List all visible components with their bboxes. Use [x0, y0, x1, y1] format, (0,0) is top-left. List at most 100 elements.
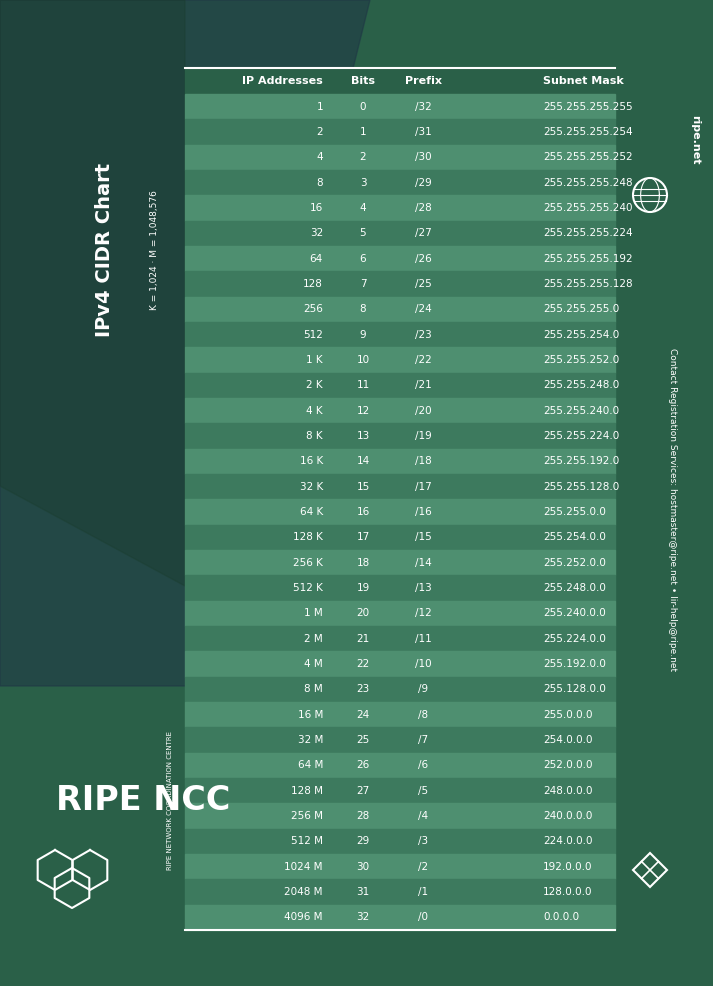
Text: 255.255.255.0: 255.255.255.0 [543, 305, 620, 315]
Text: 19: 19 [356, 583, 369, 593]
Text: 24: 24 [356, 710, 369, 720]
Text: /11: /11 [415, 634, 431, 644]
Text: 252.0.0.0: 252.0.0.0 [543, 760, 593, 770]
Bar [185, 195, 615, 221]
Text: 12: 12 [356, 405, 369, 416]
Bar [185, 347, 615, 373]
Text: 255.255.252.0: 255.255.252.0 [543, 355, 620, 365]
Bar [185, 145, 615, 170]
Text: /28: /28 [415, 203, 431, 213]
Text: 255.255.0.0: 255.255.0.0 [543, 507, 606, 517]
Text: 20: 20 [356, 608, 369, 618]
Bar [185, 525, 615, 550]
Bar [185, 373, 615, 398]
Text: IP Addresses: IP Addresses [242, 76, 323, 86]
Bar [185, 474, 615, 499]
Text: 32 M: 32 M [297, 735, 323, 745]
Text: 15: 15 [356, 482, 369, 492]
Text: 128: 128 [303, 279, 323, 289]
Text: 512 M: 512 M [291, 836, 323, 846]
Text: 255.255.255.224: 255.255.255.224 [543, 229, 632, 239]
Text: 16 K: 16 K [299, 457, 323, 466]
Text: /13: /13 [415, 583, 431, 593]
Text: /9: /9 [418, 684, 428, 694]
Text: 192.0.0.0: 192.0.0.0 [543, 862, 593, 872]
Text: /22: /22 [415, 355, 431, 365]
Text: /10: /10 [415, 659, 431, 669]
Text: /19: /19 [415, 431, 431, 441]
Text: 2 K: 2 K [307, 381, 323, 390]
Text: 255.248.0.0: 255.248.0.0 [543, 583, 606, 593]
Polygon shape [0, 0, 370, 686]
Text: /26: /26 [415, 253, 431, 263]
Text: /12: /12 [415, 608, 431, 618]
Bar [185, 68, 615, 94]
Bar [185, 499, 615, 525]
Text: 512: 512 [303, 329, 323, 339]
Text: /4: /4 [418, 811, 428, 821]
Bar [185, 778, 615, 804]
Text: 255.255.248.0: 255.255.248.0 [543, 381, 620, 390]
Text: /3: /3 [418, 836, 428, 846]
Text: 23: 23 [356, 684, 369, 694]
Text: 8 K: 8 K [307, 431, 323, 441]
Text: 254.0.0.0: 254.0.0.0 [543, 735, 593, 745]
Text: 128.0.0.0: 128.0.0.0 [543, 887, 593, 897]
Text: 8: 8 [359, 305, 366, 315]
Text: 22: 22 [356, 659, 369, 669]
Text: 255.0.0.0: 255.0.0.0 [543, 710, 593, 720]
Text: 64 K: 64 K [299, 507, 323, 517]
Text: 256: 256 [303, 305, 323, 315]
Text: /21: /21 [415, 381, 431, 390]
Text: /31: /31 [415, 127, 431, 137]
Text: 256 M: 256 M [291, 811, 323, 821]
Text: /32: /32 [415, 102, 431, 111]
Text: 32 K: 32 K [299, 482, 323, 492]
Text: RIPE NETWORK COORDINATION CENTRE: RIPE NETWORK COORDINATION CENTRE [167, 731, 173, 870]
Text: 128 M: 128 M [291, 786, 323, 796]
Text: 255.255.224.0: 255.255.224.0 [543, 431, 620, 441]
Text: /8: /8 [418, 710, 428, 720]
Text: /23: /23 [415, 329, 431, 339]
Text: 255.254.0.0: 255.254.0.0 [543, 532, 606, 542]
Text: /6: /6 [418, 760, 428, 770]
Text: 3: 3 [359, 177, 366, 187]
Text: /29: /29 [415, 177, 431, 187]
Text: 255.255.255.192: 255.255.255.192 [543, 253, 632, 263]
Text: 255.255.255.248: 255.255.255.248 [543, 177, 632, 187]
Text: 16 M: 16 M [297, 710, 323, 720]
Text: RIPE NCC: RIPE NCC [56, 784, 230, 816]
Text: 256 K: 256 K [293, 558, 323, 568]
Text: /2: /2 [418, 862, 428, 872]
Text: 255.224.0.0: 255.224.0.0 [543, 634, 606, 644]
Text: 255.255.255.128: 255.255.255.128 [543, 279, 632, 289]
Bar [185, 398, 615, 423]
Text: 512 K: 512 K [293, 583, 323, 593]
Text: /17: /17 [415, 482, 431, 492]
Text: Subnet Mask: Subnet Mask [543, 76, 624, 86]
Text: /16: /16 [415, 507, 431, 517]
Text: 27: 27 [356, 786, 369, 796]
Text: 255.255.255.240: 255.255.255.240 [543, 203, 632, 213]
Text: 0: 0 [360, 102, 366, 111]
Text: 4: 4 [317, 152, 323, 163]
Text: 7: 7 [359, 279, 366, 289]
Text: 4 M: 4 M [304, 659, 323, 669]
Text: 255.252.0.0: 255.252.0.0 [543, 558, 606, 568]
Text: 8: 8 [317, 177, 323, 187]
Text: 28: 28 [356, 811, 369, 821]
Bar [185, 626, 615, 652]
Bar [185, 550, 615, 576]
Bar [185, 905, 615, 930]
Text: 255.255.240.0: 255.255.240.0 [543, 405, 619, 416]
Text: 11: 11 [356, 381, 369, 390]
Text: 255.255.255.252: 255.255.255.252 [543, 152, 632, 163]
Text: 255.240.0.0: 255.240.0.0 [543, 608, 606, 618]
Text: Contact Registration Services: hostmaster@ripe.net • lir-help@ripe.net: Contact Registration Services: hostmaste… [669, 348, 677, 671]
Text: 255.255.255.255: 255.255.255.255 [543, 102, 632, 111]
Text: 9: 9 [359, 329, 366, 339]
Text: 248.0.0.0: 248.0.0.0 [543, 786, 593, 796]
Text: 17: 17 [356, 532, 369, 542]
Bar [185, 804, 615, 828]
Text: /27: /27 [415, 229, 431, 239]
